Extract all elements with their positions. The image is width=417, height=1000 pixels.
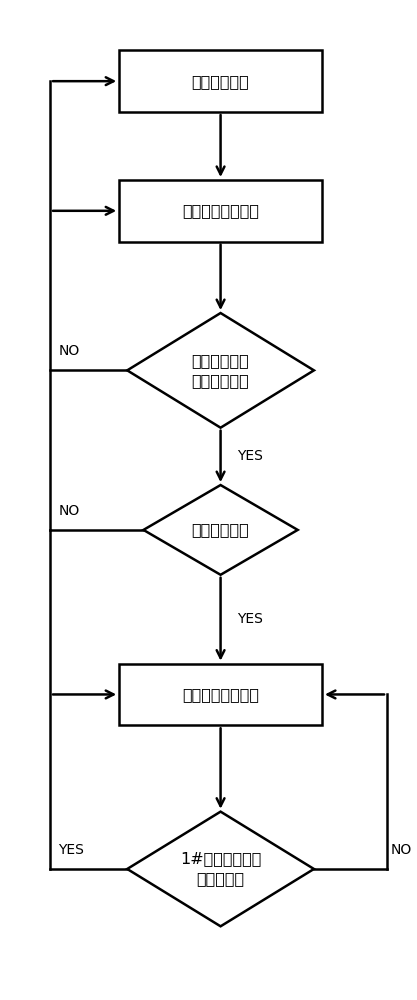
- Text: NO: NO: [58, 344, 80, 358]
- Text: YES: YES: [58, 843, 84, 857]
- Polygon shape: [127, 812, 314, 926]
- Text: 设定的延迟到: 设定的延迟到: [192, 522, 249, 537]
- Text: NO: NO: [391, 843, 412, 857]
- Text: YES: YES: [237, 449, 263, 463]
- Text: NO: NO: [58, 504, 80, 518]
- FancyBboxPatch shape: [119, 180, 322, 242]
- FancyBboxPatch shape: [119, 664, 322, 725]
- Text: 出炉辊道停止: 出炉辊道停止: [192, 74, 249, 89]
- FancyBboxPatch shape: [119, 50, 322, 112]
- Polygon shape: [127, 313, 314, 428]
- Polygon shape: [143, 485, 298, 575]
- Text: 轧件尾部经过
热金属检测器: 轧件尾部经过 热金属检测器: [192, 353, 249, 388]
- Text: 出炉辊道低速运行: 出炉辊道低速运行: [182, 687, 259, 702]
- Text: 出炉辊道高频运转: 出炉辊道高频运转: [182, 203, 259, 218]
- Text: YES: YES: [237, 612, 263, 626]
- Text: 1#直流电机有钢
信号有效？: 1#直流电机有钢 信号有效？: [180, 852, 261, 886]
